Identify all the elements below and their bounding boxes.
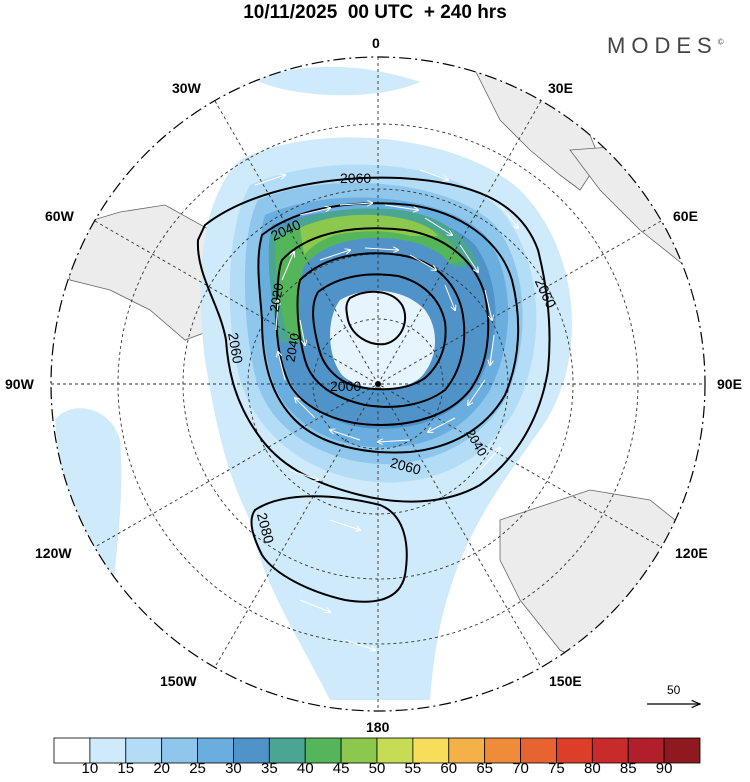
- wind-band-15-west: [55, 408, 122, 630]
- lon-label-120w: 120W: [35, 545, 72, 561]
- wind-band-45: [275, 216, 465, 340]
- colorbar-swatch: [520, 737, 557, 764]
- colorbar-tick-label: 70: [512, 760, 529, 777]
- height-contours: [196, 176, 551, 603]
- map-boundary: [50, 56, 706, 712]
- lon-label-60e: 60E: [673, 208, 698, 224]
- colorbar-swatch: [89, 737, 127, 764]
- colorbar-tick-label: 65: [476, 760, 493, 777]
- contour-2040: [257, 202, 520, 454]
- colorbar-labels: 10 15 20 25 30 35 40 45 50 55 60 65 70 75 80 85 90: [0, 760, 750, 780]
- colorbar-tick-label: 10: [81, 760, 99, 777]
- colorbar-tick-label: 80: [583, 760, 601, 777]
- colorbar-swatch: [663, 737, 701, 764]
- colorbar-swatch: [161, 737, 198, 764]
- contour-low: [345, 290, 407, 346]
- lon-label-60w: 60W: [45, 208, 74, 224]
- colorbar-swatch: [304, 737, 342, 764]
- colorbar-tick-label: 85: [619, 760, 637, 777]
- colorbar-tick-label: 55: [404, 760, 422, 777]
- lon-label-90e: 90E: [717, 376, 742, 392]
- reference-vector-label: 50: [667, 683, 681, 697]
- lon-label-30e: 30E: [548, 80, 573, 96]
- lon-label-120e: 120E: [675, 545, 708, 561]
- colorbar-swatch: [125, 737, 163, 764]
- map-title: 10/11/2025 00 UTC + 240 hrs: [243, 2, 507, 23]
- colorbar: [53, 737, 701, 764]
- calm-core: [330, 290, 436, 390]
- lon-label-90w: 90W: [5, 376, 34, 392]
- colorbar-tick-label: 90: [655, 760, 673, 777]
- contour-label-2060-top: 2060: [340, 170, 372, 186]
- wind-band-50: [300, 214, 438, 255]
- colorbar-swatch: [197, 737, 234, 764]
- contour-2020: [275, 227, 490, 427]
- colorbar-tick-label: 45: [332, 760, 350, 777]
- logo-text: MODES: [607, 33, 718, 58]
- lon-label-30w: 30W: [172, 80, 201, 96]
- colorbar-tick-label: 25: [189, 760, 206, 777]
- contour-1980: [312, 273, 447, 391]
- australia-land: [499, 489, 705, 681]
- contour-label-2000: 2000: [330, 378, 362, 394]
- pole-marker: [375, 381, 381, 387]
- contour-2000: [296, 252, 466, 408]
- colorbar-tick-label: 15: [117, 760, 135, 777]
- lon-label-150e: 150E: [549, 673, 582, 689]
- colorbar-swatch: [627, 737, 665, 764]
- lon-label-150w: 150W: [160, 673, 197, 689]
- colorbar-tick-label: 75: [548, 760, 565, 777]
- colorbar-swatch: [376, 737, 414, 764]
- colorbar-swatch: [412, 737, 450, 764]
- logo-mark: ©: [717, 37, 724, 47]
- lon-label-180: 180: [366, 719, 390, 735]
- modes-logo: MODES©: [607, 33, 724, 59]
- colorbar-swatch: [53, 737, 91, 764]
- colorbar-swatch: [448, 737, 486, 764]
- colorbar-tick-label: 40: [296, 760, 314, 777]
- colorbar-tick-label: 20: [153, 760, 170, 777]
- wind-band-15-north: [255, 66, 420, 96]
- contour-2060-outer: [196, 176, 551, 503]
- contour-2080: [250, 495, 408, 603]
- colorbar-tick-label: 30: [225, 760, 242, 777]
- colorbar-tick-label: 60: [440, 760, 458, 777]
- colorbar-tick-label: 50: [368, 760, 386, 777]
- wind-vectors: [254, 169, 518, 650]
- colorbar-swatch: [233, 737, 270, 764]
- lon-label-0: 0: [372, 35, 380, 51]
- colorbar-tick-label: 35: [260, 760, 278, 777]
